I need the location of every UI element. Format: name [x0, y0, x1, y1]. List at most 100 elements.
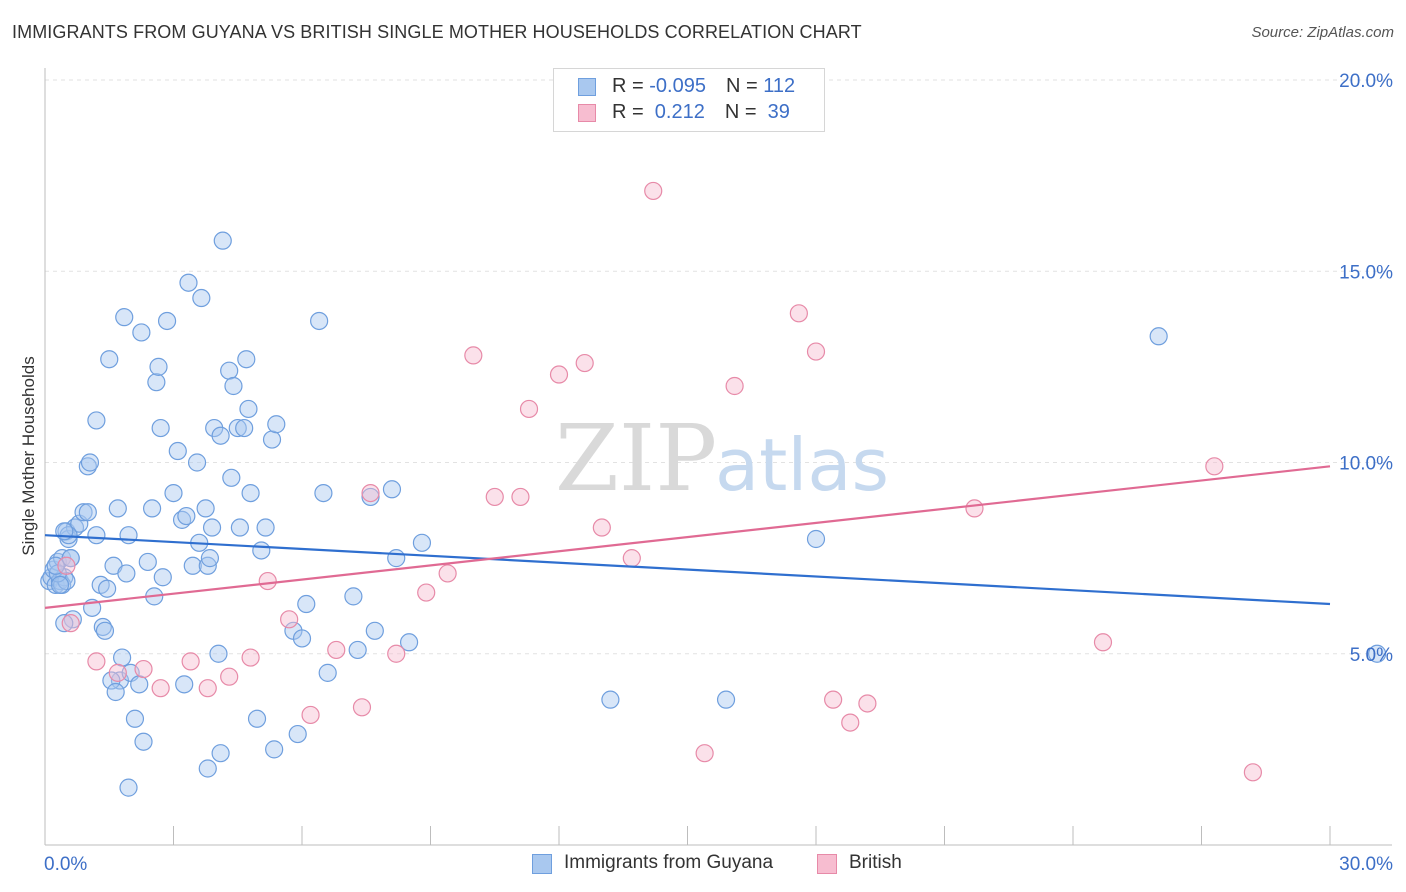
guyana-point	[147, 373, 166, 392]
series-label-guyana: Immigrants from Guyana	[564, 852, 774, 873]
guyana-point	[310, 311, 329, 331]
chart-title: IMMIGRANTS FROM GUYANA VS BRITISH SINGLE…	[12, 22, 862, 42]
guyana-point	[361, 487, 380, 507]
guyana-point	[412, 533, 432, 552]
guyana-point	[108, 499, 127, 518]
guyana-point	[224, 376, 243, 396]
guyana-point	[220, 361, 239, 380]
british-point	[1243, 763, 1263, 782]
guyana-point	[288, 724, 307, 744]
watermark: ZIP atlas	[555, 405, 889, 512]
guyana-point	[198, 759, 217, 778]
guyana-point	[151, 418, 170, 438]
legend-r-value: -0.095	[649, 75, 706, 97]
guyana-point	[157, 311, 177, 331]
guyana-point	[241, 484, 260, 503]
british-point	[361, 484, 380, 503]
guyana-point	[179, 273, 198, 292]
british-point	[841, 713, 860, 732]
guyana-point	[115, 308, 134, 327]
guyana-point	[365, 621, 384, 640]
y-axis-label: Single Mother Households	[19, 356, 38, 555]
y-tick-label: 20.0%	[1339, 71, 1393, 92]
british-point	[519, 399, 539, 419]
guyana-point	[119, 778, 138, 797]
british-point	[258, 571, 277, 591]
british-point	[438, 564, 457, 583]
guyana-point	[177, 506, 196, 526]
guyana-point	[716, 690, 736, 709]
series-swatch-guyana	[532, 854, 552, 874]
guyana-point	[168, 441, 187, 461]
guyana-point	[50, 575, 70, 595]
guyana-point	[235, 418, 254, 438]
guyana-point	[314, 484, 333, 503]
british-point	[622, 549, 641, 568]
guyana-point	[292, 629, 312, 648]
guyana-point	[239, 399, 258, 419]
watermark-zip: ZIP	[555, 405, 717, 512]
x-tick-label: 0.0%	[44, 854, 87, 875]
british-point	[464, 346, 483, 365]
guyana-point	[117, 564, 136, 583]
legend-r-value: 0.212	[649, 101, 705, 123]
british-point	[592, 518, 611, 537]
british-point	[1205, 457, 1224, 476]
source-label: Source: ZipAtlas.com	[1251, 24, 1394, 41]
series-swatch-british	[817, 854, 837, 874]
guyana-point	[183, 556, 202, 575]
guyana-point	[202, 518, 222, 537]
british-point	[61, 614, 80, 633]
british-point	[806, 342, 826, 361]
british-point	[151, 679, 170, 698]
guyana-point	[130, 675, 149, 694]
legend-n-label: N =	[725, 75, 764, 97]
legend-r-label: R =	[612, 75, 650, 97]
british-point	[301, 705, 320, 725]
guyana-point	[399, 633, 419, 652]
legend-n-value: 39	[762, 101, 790, 123]
guyana-point	[252, 541, 271, 560]
guyana-point	[262, 430, 282, 449]
legend-swatch-guyana	[578, 78, 596, 96]
guyana-point	[256, 518, 275, 537]
british-point	[181, 652, 200, 671]
british-point	[644, 181, 663, 201]
british-point	[241, 648, 260, 667]
guyana-point	[87, 526, 106, 545]
guyana-point	[138, 552, 157, 572]
guyana-point	[209, 644, 228, 663]
guyana-point	[74, 503, 93, 522]
guyana-point	[211, 426, 230, 445]
british-point	[327, 640, 346, 660]
guyana-point	[265, 740, 284, 759]
guyana-point	[228, 418, 247, 438]
y-tick-label: 5.0%	[1350, 645, 1393, 666]
guyana-point	[213, 231, 232, 250]
guyana-point	[344, 587, 363, 606]
british-point	[417, 583, 436, 602]
watermark-atlas: atlas	[715, 423, 889, 507]
legend-r-label: R =	[612, 101, 650, 123]
guyana-point	[187, 453, 207, 472]
british-point	[965, 499, 984, 518]
british-point	[57, 556, 76, 575]
guyana-point	[601, 690, 620, 709]
legend-n-value: 112	[763, 75, 796, 97]
guyana-point	[267, 415, 286, 434]
british-point	[87, 652, 106, 671]
guyana-trend-line	[44, 534, 1331, 606]
guyana-point	[46, 556, 65, 575]
guyana-point	[348, 640, 367, 660]
guyana-point	[142, 499, 162, 518]
legend-n-label: N =	[724, 101, 763, 123]
guyana-point	[211, 744, 230, 763]
correlation-legend: R = -0.095 N = 112 R = 0.212 N = 39	[553, 68, 825, 132]
guyana-point	[153, 568, 172, 587]
guyana-point	[196, 499, 215, 518]
x-tick-label: 30.0%	[1339, 854, 1393, 875]
british-point	[387, 644, 406, 663]
british-point	[511, 487, 530, 507]
guyana-point	[297, 594, 316, 614]
